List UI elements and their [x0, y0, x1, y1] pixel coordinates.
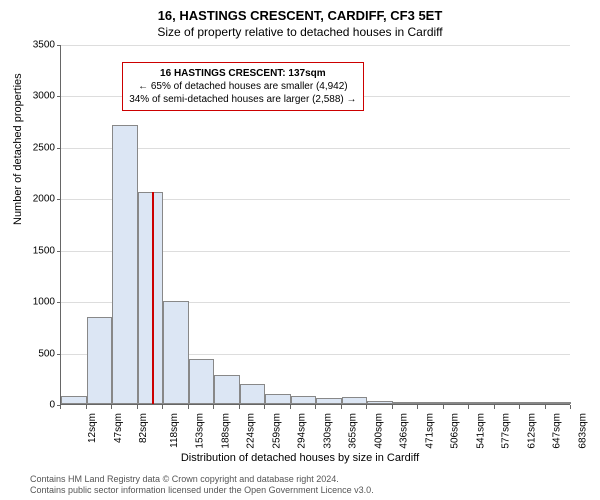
- y-tick-label: 3500: [21, 40, 55, 51]
- histogram-bar: [214, 375, 240, 404]
- x-tick-label: 188sqm: [220, 413, 231, 449]
- y-tick-label: 3000: [21, 91, 55, 102]
- x-tick-label: 506sqm: [450, 413, 461, 449]
- subject-marker-line: [152, 192, 154, 404]
- footer-line2: Contains public sector information licen…: [30, 485, 374, 496]
- histogram-bar: [291, 396, 317, 404]
- y-tick-label: 2000: [21, 194, 55, 205]
- histogram-bar: [418, 402, 444, 404]
- histogram-bar: [112, 125, 138, 404]
- callout-box: 16 HASTINGS CRESCENT: 137sqm← 65% of det…: [122, 62, 363, 111]
- x-tick-label: 82sqm: [138, 413, 149, 443]
- x-tick-label: 612sqm: [526, 413, 537, 449]
- y-tick-label: 1000: [21, 297, 55, 308]
- x-axis-label: Distribution of detached houses by size …: [0, 452, 600, 464]
- x-tick-label: 153sqm: [195, 413, 206, 449]
- histogram-bar: [520, 402, 546, 404]
- x-tick-label: 259sqm: [271, 413, 282, 449]
- grid-line: [61, 45, 570, 46]
- histogram-bar: [138, 192, 164, 404]
- callout-line1: 16 HASTINGS CRESCENT: 137sqm: [129, 67, 356, 80]
- histogram-bar: [546, 402, 572, 404]
- x-tick-label: 541sqm: [475, 413, 486, 449]
- x-tick-label: 330sqm: [322, 413, 333, 449]
- callout-line2: ← 65% of detached houses are smaller (4,…: [129, 80, 356, 93]
- y-tick-label: 500: [21, 348, 55, 359]
- histogram-bar: [469, 402, 495, 404]
- histogram-bar: [316, 398, 342, 404]
- x-tick-label: 647sqm: [552, 413, 563, 449]
- histogram-bar: [393, 402, 419, 404]
- chart-container: 16, HASTINGS CRESCENT, CARDIFF, CF3 5ET …: [0, 0, 600, 500]
- footer-attribution: Contains HM Land Registry data © Crown c…: [30, 474, 374, 496]
- x-tick-label: 471sqm: [424, 413, 435, 449]
- x-tick-label: 436sqm: [399, 413, 410, 449]
- y-tick-label: 2500: [21, 142, 55, 153]
- x-tick-label: 224sqm: [246, 413, 257, 449]
- x-tick-label: 577sqm: [501, 413, 512, 449]
- x-tick-label: 683sqm: [577, 413, 588, 449]
- x-tick-label: 294sqm: [297, 413, 308, 449]
- title-subtitle: Size of property relative to detached ho…: [0, 23, 600, 39]
- footer-line1: Contains HM Land Registry data © Crown c…: [30, 474, 374, 485]
- title-address: 16, HASTINGS CRESCENT, CARDIFF, CF3 5ET: [0, 0, 600, 23]
- x-tick-label: 365sqm: [348, 413, 359, 449]
- histogram-bar: [240, 384, 266, 404]
- y-tick-label: 0: [21, 400, 55, 411]
- histogram-bar: [342, 397, 368, 404]
- callout-line3: 34% of semi-detached houses are larger (…: [129, 93, 356, 106]
- histogram-bar: [61, 396, 87, 404]
- histogram-bar: [367, 401, 393, 404]
- plot-area: 050010001500200025003000350016 HASTINGS …: [60, 45, 570, 405]
- histogram-bar: [163, 301, 189, 404]
- x-tick-label: 118sqm: [168, 413, 179, 448]
- y-tick-label: 1500: [21, 245, 55, 256]
- histogram-bar: [265, 394, 291, 404]
- x-tick-label: 12sqm: [87, 413, 98, 443]
- x-tick-label: 400sqm: [373, 413, 384, 449]
- histogram-bar: [189, 359, 215, 404]
- histogram-bar: [444, 402, 470, 404]
- histogram-bar: [495, 402, 521, 404]
- histogram-bar: [87, 317, 113, 404]
- x-tick-label: 47sqm: [113, 413, 124, 443]
